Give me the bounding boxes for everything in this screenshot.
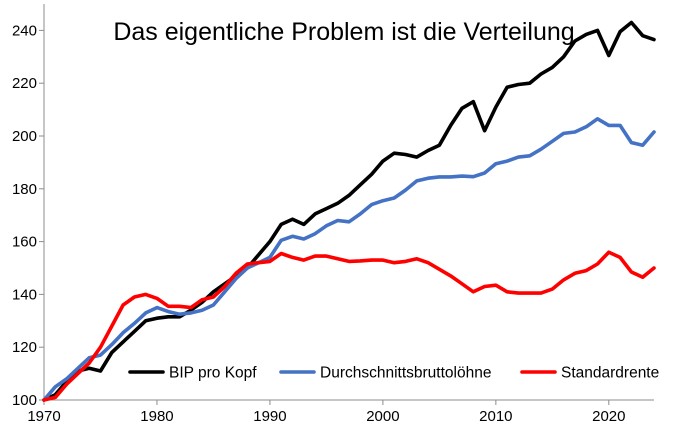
legend-label-3: Standardrente (561, 365, 659, 382)
x-tick-label: 2020 (592, 408, 625, 425)
x-tick-label: 1970 (27, 408, 60, 425)
y-tick-label: 180 (12, 181, 37, 198)
series-line-1 (42, 20, 656, 402)
legend-label-2: Durchschnittsbruttolöhne (320, 365, 491, 382)
y-tick-label: 120 (12, 339, 37, 356)
x-tick-label: 1990 (253, 408, 286, 425)
series-line-3 (42, 250, 656, 402)
y-tick-label: 140 (12, 286, 37, 303)
x-tick-label: 2000 (366, 408, 399, 425)
plot-area (42, 20, 656, 402)
legend: BIP pro Kopf Durchschnittsbruttolöhne Stan… (128, 365, 659, 382)
series-line-2 (42, 117, 656, 402)
x-tick-label: 1980 (140, 408, 173, 425)
x-axis: 1970 1980 1990 2000 2010 2020 (27, 399, 654, 425)
legend-label-1: BIP pro Kopf (169, 365, 257, 382)
y-tick-label: 160 (12, 234, 37, 251)
y-tick-label: 100 (12, 392, 37, 409)
x-tick-label: 2010 (479, 408, 512, 425)
y-tick-label: 240 (12, 22, 37, 39)
y-axis: 100 120 140 160 180 200 220 240 (12, 4, 45, 409)
y-tick-label: 220 (12, 75, 37, 92)
chart-title: Das eigentliche Problem ist die Verteilu… (113, 18, 574, 46)
y-tick-label: 200 (12, 128, 37, 145)
